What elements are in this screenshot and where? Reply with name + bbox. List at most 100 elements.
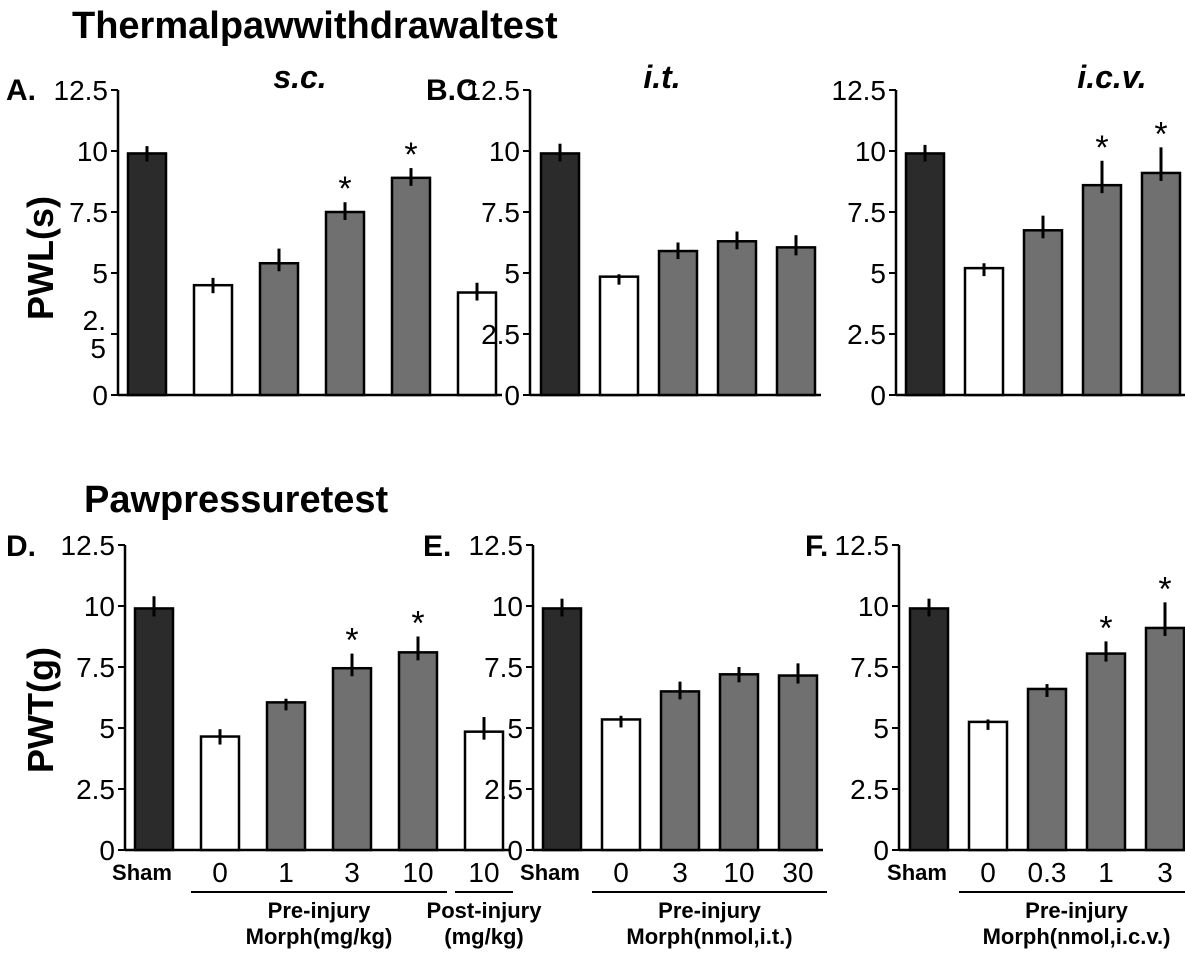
panel-label: F. xyxy=(805,530,828,563)
bar xyxy=(600,718,642,852)
significance-marker: * xyxy=(1095,129,1108,167)
x-tick-label: 0 xyxy=(212,857,228,888)
y-tick-label: 0 xyxy=(99,835,115,866)
chart-panel-2: B.C i.t. 0 2.5 5 7.5 10 12.5 xyxy=(426,59,821,411)
group-label: Morph(nmol,i.t.) xyxy=(626,924,792,949)
significance-marker: * xyxy=(345,622,358,660)
y-tick-label: 10 xyxy=(77,136,108,167)
bar xyxy=(456,291,498,397)
panel-label: D. xyxy=(6,530,36,563)
panel-label: B.C xyxy=(426,74,478,107)
significance-marker: * xyxy=(1154,115,1167,153)
bar xyxy=(331,666,373,852)
bar xyxy=(1085,652,1127,852)
y-tick-label: 7.5 xyxy=(847,197,886,228)
bar xyxy=(541,607,583,852)
bar xyxy=(1081,183,1123,397)
x-tick-label: 3 xyxy=(344,857,360,888)
bar xyxy=(777,674,819,852)
y-tick-label: 12.5 xyxy=(466,75,521,106)
y-tick-label: 5 xyxy=(99,713,115,744)
bar xyxy=(1140,171,1182,397)
x-tick-label: 10 xyxy=(468,857,499,888)
bar xyxy=(133,607,175,852)
bar xyxy=(657,249,699,397)
y-tick-label: 7.5 xyxy=(69,197,108,228)
significance-marker: * xyxy=(338,170,351,208)
x-tick-label: 30 xyxy=(782,857,813,888)
bar xyxy=(904,152,946,397)
y-tick-label: 12.5 xyxy=(832,75,887,106)
bar xyxy=(539,152,581,397)
y-tick-label: 5 xyxy=(873,713,889,744)
y-tick-label: 2.5 xyxy=(484,774,523,805)
bar xyxy=(258,261,300,397)
panel-label: E. xyxy=(423,530,451,563)
bar xyxy=(598,275,640,397)
y-tick-label: 5 xyxy=(92,258,108,289)
y-tick-label: 10 xyxy=(489,136,520,167)
x-tick-label: Sham xyxy=(887,860,947,885)
x-tick-label: 3 xyxy=(672,857,688,888)
x-tick-label: 1 xyxy=(1098,857,1114,888)
y-tick-label: 5 xyxy=(504,258,520,289)
x-tick-label: 1 xyxy=(278,857,294,888)
x-tick-label: 10 xyxy=(402,857,433,888)
y-axis-label-pwl: PWL(s) xyxy=(20,196,61,320)
y-tick-label: 10 xyxy=(858,591,889,622)
y-tick-label: 7.5 xyxy=(481,197,520,228)
x-tick-label: Sham xyxy=(112,860,172,885)
x-tick-label: 0 xyxy=(980,857,996,888)
y-tick-label: 7.5 xyxy=(850,652,889,683)
y-tick-label: 10 xyxy=(84,591,115,622)
y-tick-label: 2.5 xyxy=(76,774,115,805)
bar xyxy=(908,607,950,852)
bar xyxy=(963,266,1005,397)
y-tick-label: 10 xyxy=(492,591,523,622)
y-tick-label: 0 xyxy=(507,835,523,866)
y-tick-label: 2.5 xyxy=(847,319,886,350)
bar xyxy=(390,176,432,397)
bar xyxy=(1022,229,1064,397)
x-tick-label: 10 xyxy=(723,857,754,888)
significance-marker: * xyxy=(1099,609,1112,647)
significance-marker: * xyxy=(404,136,417,174)
y-tick-label: 12.5 xyxy=(469,530,524,561)
y-tick-label: 12.5 xyxy=(835,530,890,561)
y-tick-label: 7.5 xyxy=(76,652,115,683)
bar xyxy=(1026,687,1068,852)
y-tick-label: 0 xyxy=(504,380,520,411)
significance-marker: * xyxy=(1158,570,1171,608)
section-title-thermal: Thermalpawwithdrawaltest xyxy=(72,5,558,47)
bar xyxy=(718,673,760,852)
significance-marker: * xyxy=(411,605,424,643)
section-title-pressure: Pawpressuretest xyxy=(84,479,388,521)
y-tick-label: 5 xyxy=(870,258,886,289)
bar xyxy=(126,152,168,397)
y-tick-label: 0 xyxy=(873,835,889,866)
bar xyxy=(192,283,234,397)
y-tick-label: 12.5 xyxy=(61,530,116,561)
y-tick-label: 5 xyxy=(507,713,523,744)
y-tick-label: 7.5 xyxy=(484,652,523,683)
route-title: s.c. xyxy=(273,59,326,95)
route-title: i.t. xyxy=(643,59,680,95)
bar xyxy=(199,735,241,852)
group-label: Post-injury xyxy=(427,898,543,923)
y-tick-label: 12.5 xyxy=(54,75,109,106)
bar xyxy=(967,720,1009,852)
y-tick-label: 2.5 xyxy=(481,319,520,350)
bar xyxy=(397,651,439,852)
group-label: Morph(mg/kg) xyxy=(246,924,393,949)
route-title: i.c.v. xyxy=(1077,59,1146,95)
group-label: Pre-injury xyxy=(1025,898,1128,923)
y-axis-label-pwt: PWT(g) xyxy=(20,647,61,773)
bar xyxy=(324,210,366,397)
y-tick-label: 0 xyxy=(870,380,886,411)
